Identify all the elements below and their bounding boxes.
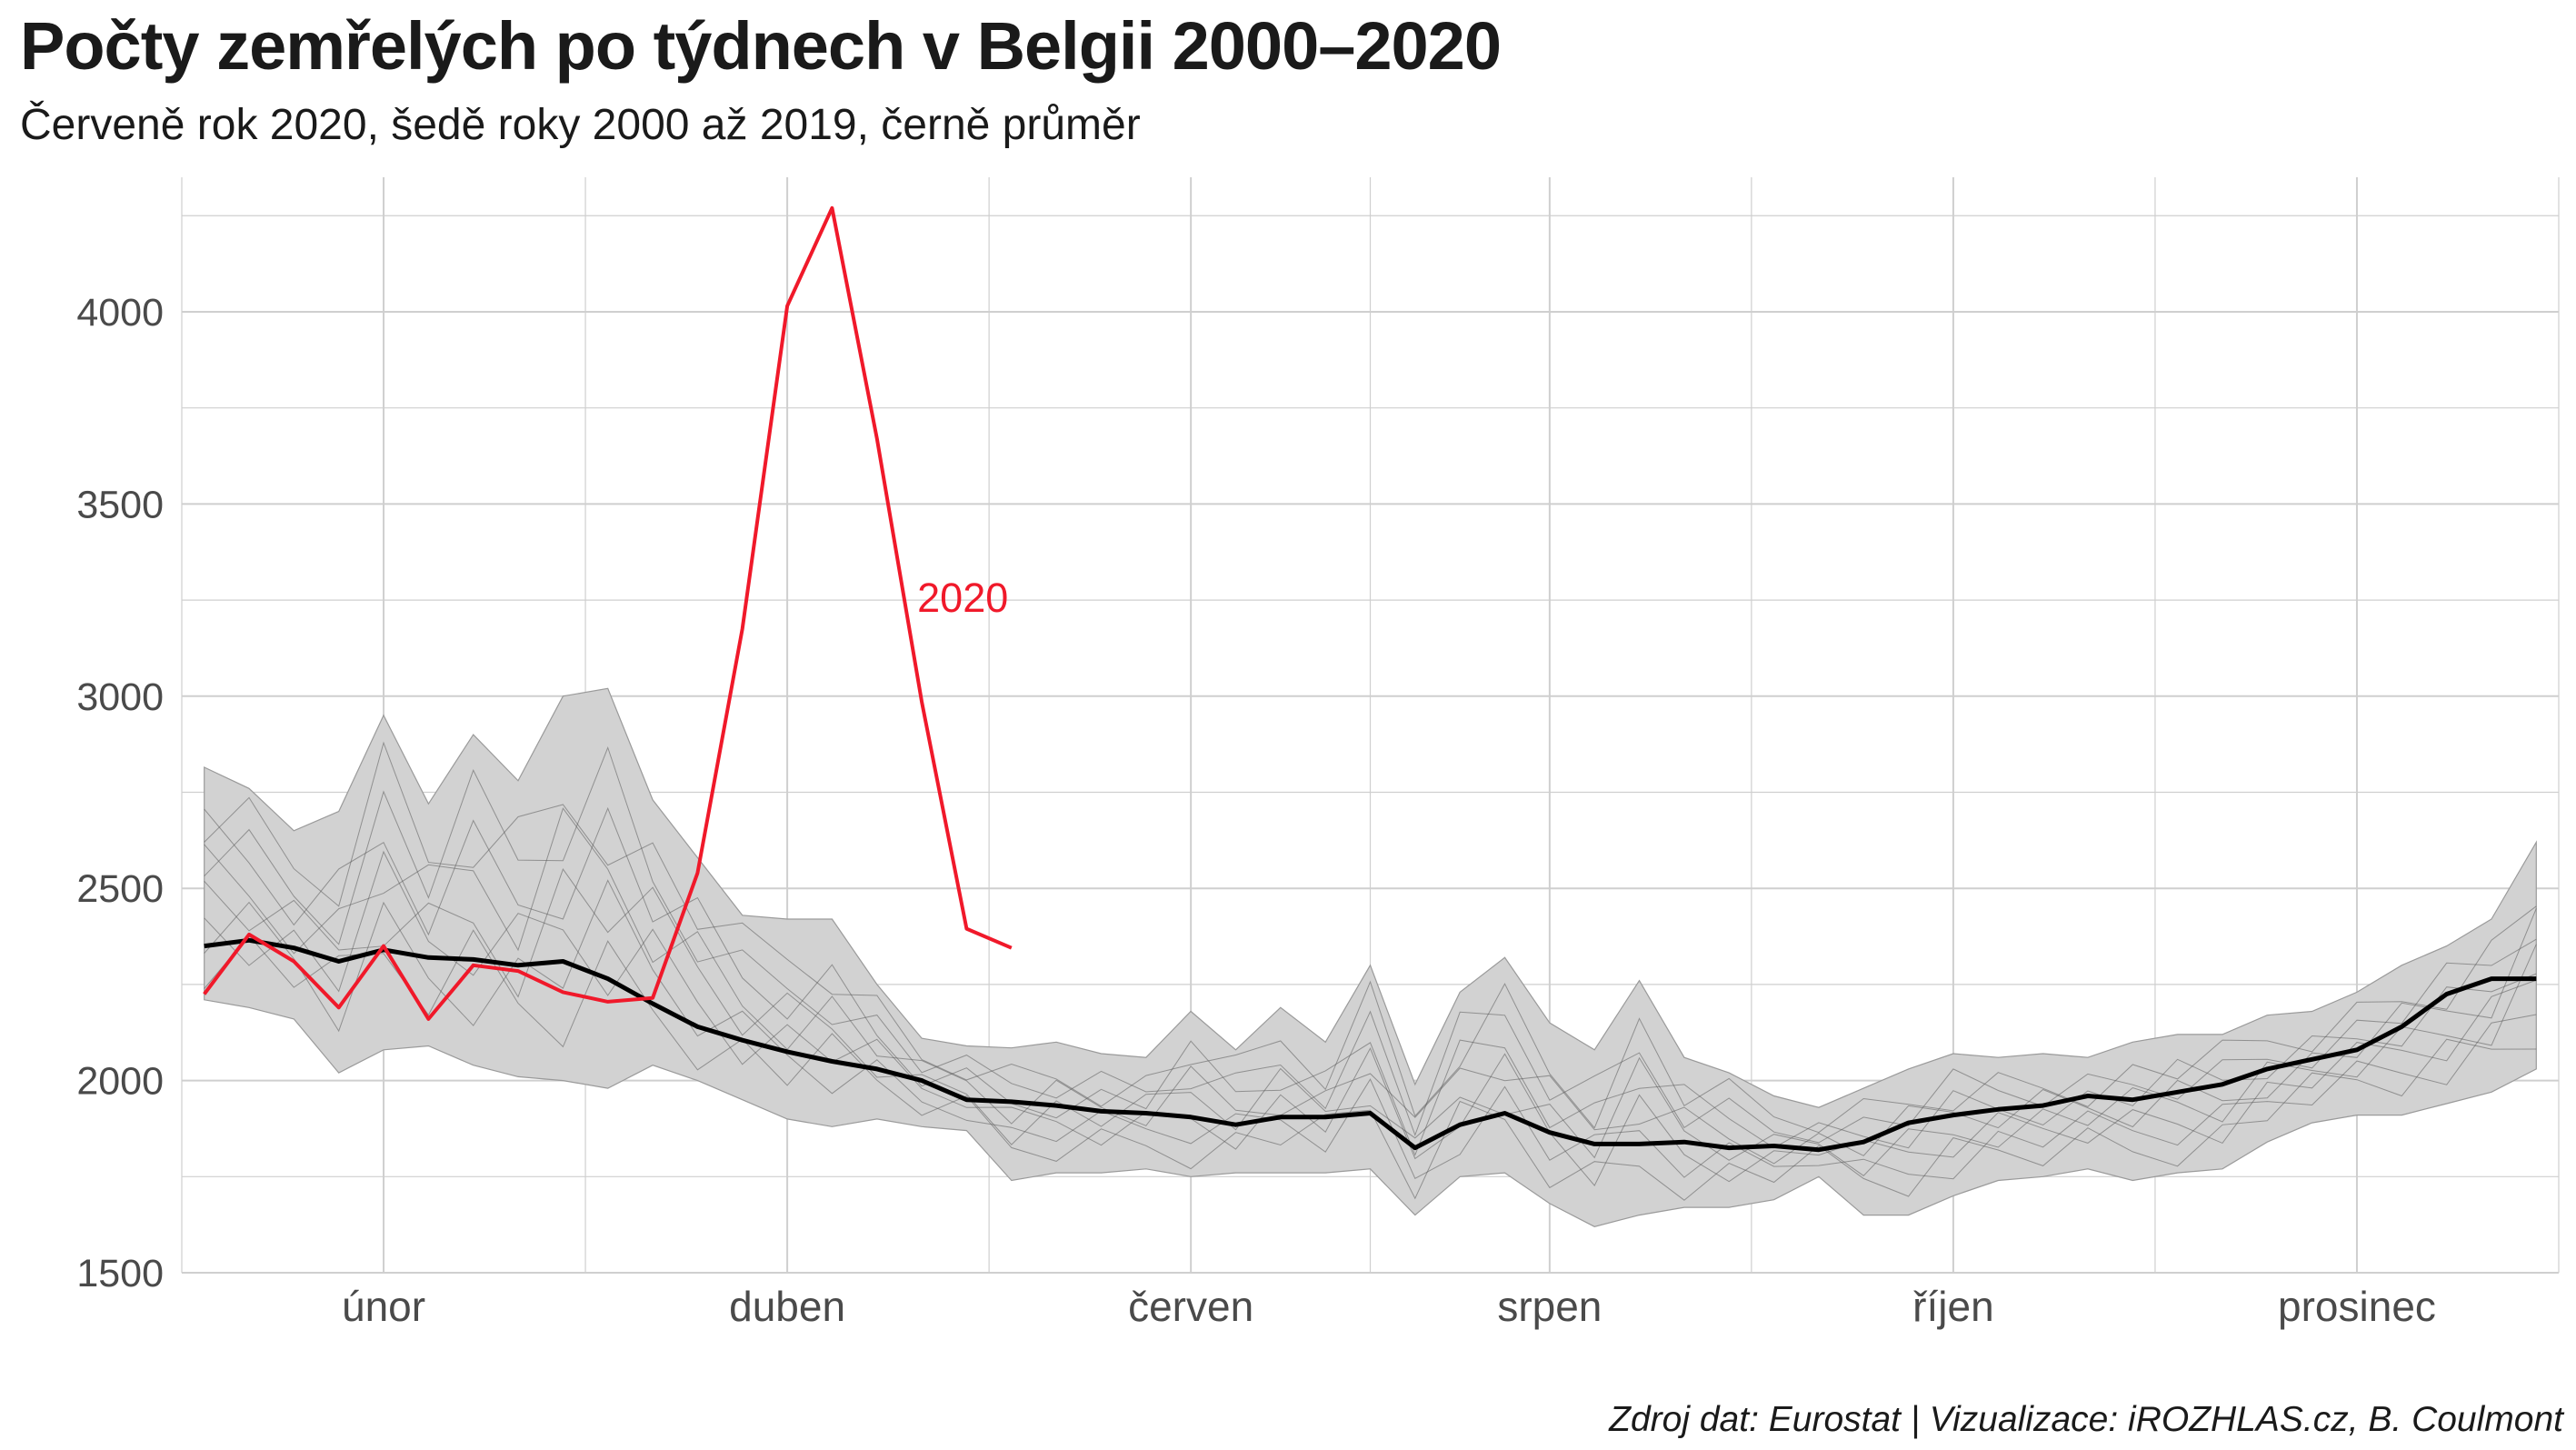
mean-layer xyxy=(204,937,2537,1153)
background-year-line xyxy=(204,745,2537,1144)
background-year-line xyxy=(204,879,2537,1180)
background-year-line xyxy=(204,741,2537,1134)
x-tick-label: červen xyxy=(1128,1283,1253,1330)
x-tick-label: únor xyxy=(342,1283,425,1330)
y-tick-label: 2500 xyxy=(76,867,164,911)
chart-caption: Zdroj dat: Eurostat | Vizualizace: iROZH… xyxy=(1609,1400,2563,1439)
y-tick-label: 2000 xyxy=(76,1060,164,1104)
x-tick-label: prosinec xyxy=(2278,1283,2436,1330)
series-2020-label: 2020 xyxy=(917,575,1008,621)
x-axis-ticks: únor duben červen srpen říjen prosinec xyxy=(342,1283,2436,1330)
background-year-line xyxy=(204,868,2537,1176)
y-tick-label: 4000 xyxy=(76,291,164,335)
highlight-2020-layer: 2020 xyxy=(203,205,1013,1021)
x-tick-label: duben xyxy=(729,1283,845,1330)
series-2020-line xyxy=(203,205,1013,1021)
mean-line xyxy=(204,937,2537,1153)
chart-title: Počty zemřelých po týdnech v Belgii 2000… xyxy=(20,8,1502,84)
range-band-layer xyxy=(204,687,2537,1227)
y-tick-label: 3500 xyxy=(76,483,164,526)
range-band-2000-2019 xyxy=(204,687,2537,1227)
background-year-line xyxy=(204,929,2537,1201)
y-tick-label: 3000 xyxy=(76,675,164,719)
background-year-line xyxy=(204,807,2537,1165)
x-tick-label: říjen xyxy=(1912,1283,1993,1330)
x-tick-label: srpen xyxy=(1497,1283,1602,1330)
y-tick-label: 1500 xyxy=(76,1252,164,1295)
chart-subtitle: Červeně rok 2020, šedě roky 2000 až 2019… xyxy=(20,101,1141,149)
y-axis-ticks: 1500 2000 2500 3000 3500 4000 xyxy=(76,291,164,1295)
